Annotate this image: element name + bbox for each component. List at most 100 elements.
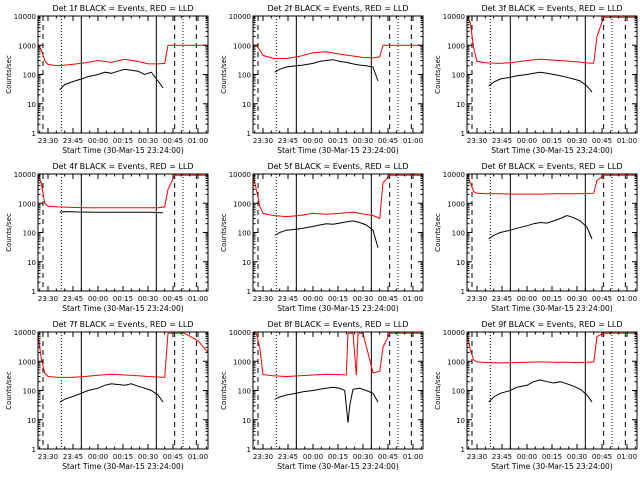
y-tick-label: 10 (27, 101, 36, 109)
y-tick-label: 10000 (14, 13, 36, 21)
x-axis-label: Start Time (30-Mar-15 23:24:00) (491, 462, 613, 471)
x-tick-label: 00:00 (303, 295, 323, 303)
x-tick-label: 00:15 (328, 137, 348, 145)
y-axis-label: Counts/sec (434, 371, 442, 410)
x-tick-label: 01:00 (188, 295, 208, 303)
x-tick-label: 00:30 (138, 137, 158, 145)
y-tick-label: 1 (461, 288, 465, 296)
panel-det-2: Det 2f BLACK = Events, RED = LLD 1 10 100 10… (220, 4, 424, 155)
panel-title: Det 1f BLACK = Events, RED = LLD (52, 4, 193, 13)
y-tick-label: 100 (238, 230, 251, 238)
y-tick-label: 10000 (229, 171, 251, 179)
panel-title: Det 9f BLACK = Events, RED = LLD (481, 320, 622, 329)
x-tick-label: 00:15 (328, 453, 348, 461)
y-axis-label: Counts/sec (434, 213, 442, 252)
y-tick-label: 1000 (18, 358, 36, 366)
x-tick-label: 23:30 (38, 295, 58, 303)
panel-title: Det 3f BLACK = Events, RED = LLD (481, 4, 622, 13)
y-tick-label: 10000 (229, 329, 251, 337)
x-tick-label: 00:15 (113, 453, 133, 461)
y-tick-label: 1000 (18, 42, 36, 50)
x-axis-label: Start Time (30-Mar-15 23:24:00) (491, 146, 613, 155)
x-tick-label: 23:45 (278, 137, 298, 145)
y-tick-label: 100 (23, 230, 36, 238)
lld-series-line (467, 332, 637, 364)
y-tick-label: 1 (461, 446, 465, 454)
x-tick-label: 00:30 (567, 137, 587, 145)
x-tick-label: 23:45 (63, 453, 83, 461)
y-tick-label: 100 (452, 388, 465, 396)
y-tick-label: 1 (247, 446, 251, 454)
y-tick-label: 10 (242, 259, 251, 267)
x-tick-label: 00:00 (517, 295, 537, 303)
x-tick-label: 23:45 (492, 137, 512, 145)
events-series-line (59, 211, 164, 214)
y-tick-label: 1000 (447, 200, 465, 208)
lld-series-line (467, 174, 637, 195)
x-tick-label: 00:00 (88, 453, 108, 461)
y-tick-label: 1000 (233, 200, 251, 208)
y-tick-label: 1 (247, 130, 251, 138)
x-tick-label: 00:15 (113, 295, 133, 303)
x-tick-label: 23:45 (278, 453, 298, 461)
y-axis-label: Counts/sec (220, 213, 228, 252)
x-tick-label: 01:00 (617, 453, 637, 461)
lld-series-line (253, 174, 423, 220)
y-tick-label: 100 (452, 230, 465, 238)
x-tick-label: 00:00 (517, 137, 537, 145)
x-tick-label: 00:45 (378, 295, 398, 303)
x-tick-label: 23:45 (63, 295, 83, 303)
y-tick-label: 10000 (229, 13, 251, 21)
x-tick-label: 01:00 (403, 295, 423, 303)
y-tick-label: 10 (456, 417, 465, 425)
y-tick-label: 10 (456, 259, 465, 267)
x-tick-label: 00:30 (138, 295, 158, 303)
x-tick-label: 00:30 (567, 453, 587, 461)
x-tick-label: 23:30 (467, 453, 487, 461)
x-axis-label: Start Time (30-Mar-15 23:24:00) (277, 462, 399, 471)
events-series-line (274, 220, 379, 248)
x-axis-label: Start Time (30-Mar-15 23:24:00) (62, 304, 184, 313)
x-tick-label: 00:15 (542, 453, 562, 461)
lld-series-line (253, 332, 423, 378)
x-axis-label: Start Time (30-Mar-15 23:24:00) (277, 304, 399, 313)
x-axis-label: Start Time (30-Mar-15 23:24:00) (491, 304, 613, 313)
y-tick-label: 10000 (443, 329, 465, 337)
x-tick-label: 00:00 (303, 453, 323, 461)
panel-det-5: Det 5f BLACK = Events, RED = LLD 1 10 100 10… (220, 162, 424, 313)
y-axis-label: Counts/sec (5, 371, 13, 410)
x-tick-label: 00:15 (542, 137, 562, 145)
panel-title: Det 6f BLACK = Events, RED = LLD (481, 162, 622, 171)
panel-det-3: Det 3f BLACK = Events, RED = LLD 1 10 100 10… (434, 4, 638, 155)
x-tick-label: 00:15 (113, 137, 133, 145)
x-tick-label: 00:45 (378, 453, 398, 461)
x-tick-label: 00:45 (163, 137, 183, 145)
x-tick-label: 01:00 (403, 137, 423, 145)
y-tick-label: 1000 (18, 200, 36, 208)
y-tick-label: 10000 (14, 329, 36, 337)
x-tick-label: 00:00 (517, 453, 537, 461)
y-tick-label: 100 (238, 72, 251, 80)
x-tick-label: 00:00 (303, 137, 323, 145)
x-tick-label: 23:45 (278, 295, 298, 303)
x-tick-label: 00:30 (353, 137, 373, 145)
y-axis-label: Counts/sec (220, 371, 228, 410)
events-series-line (488, 71, 593, 93)
lld-series-line (467, 16, 637, 64)
y-tick-label: 10000 (14, 171, 36, 179)
x-tick-label: 00:45 (163, 295, 183, 303)
x-tick-label: 00:30 (353, 453, 373, 461)
x-axis-label: Start Time (30-Mar-15 23:24:00) (277, 146, 399, 155)
x-axis-label: Start Time (30-Mar-15 23:24:00) (62, 146, 184, 155)
x-tick-label: 00:30 (138, 453, 158, 461)
x-tick-label: 00:30 (567, 295, 587, 303)
lld-series-line (38, 174, 208, 209)
y-tick-label: 1 (247, 288, 251, 296)
panel-det-1: Det 1f BLACK = Events, RED = LLD 1 10 100 10… (5, 4, 209, 155)
events-series-line (59, 383, 164, 403)
x-tick-label: 01:00 (617, 295, 637, 303)
y-tick-label: 1000 (447, 42, 465, 50)
panel-det-9: Det 9f BLACK = Events, RED = LLD 1 10 100 10… (434, 320, 638, 471)
y-tick-label: 1 (32, 288, 36, 296)
